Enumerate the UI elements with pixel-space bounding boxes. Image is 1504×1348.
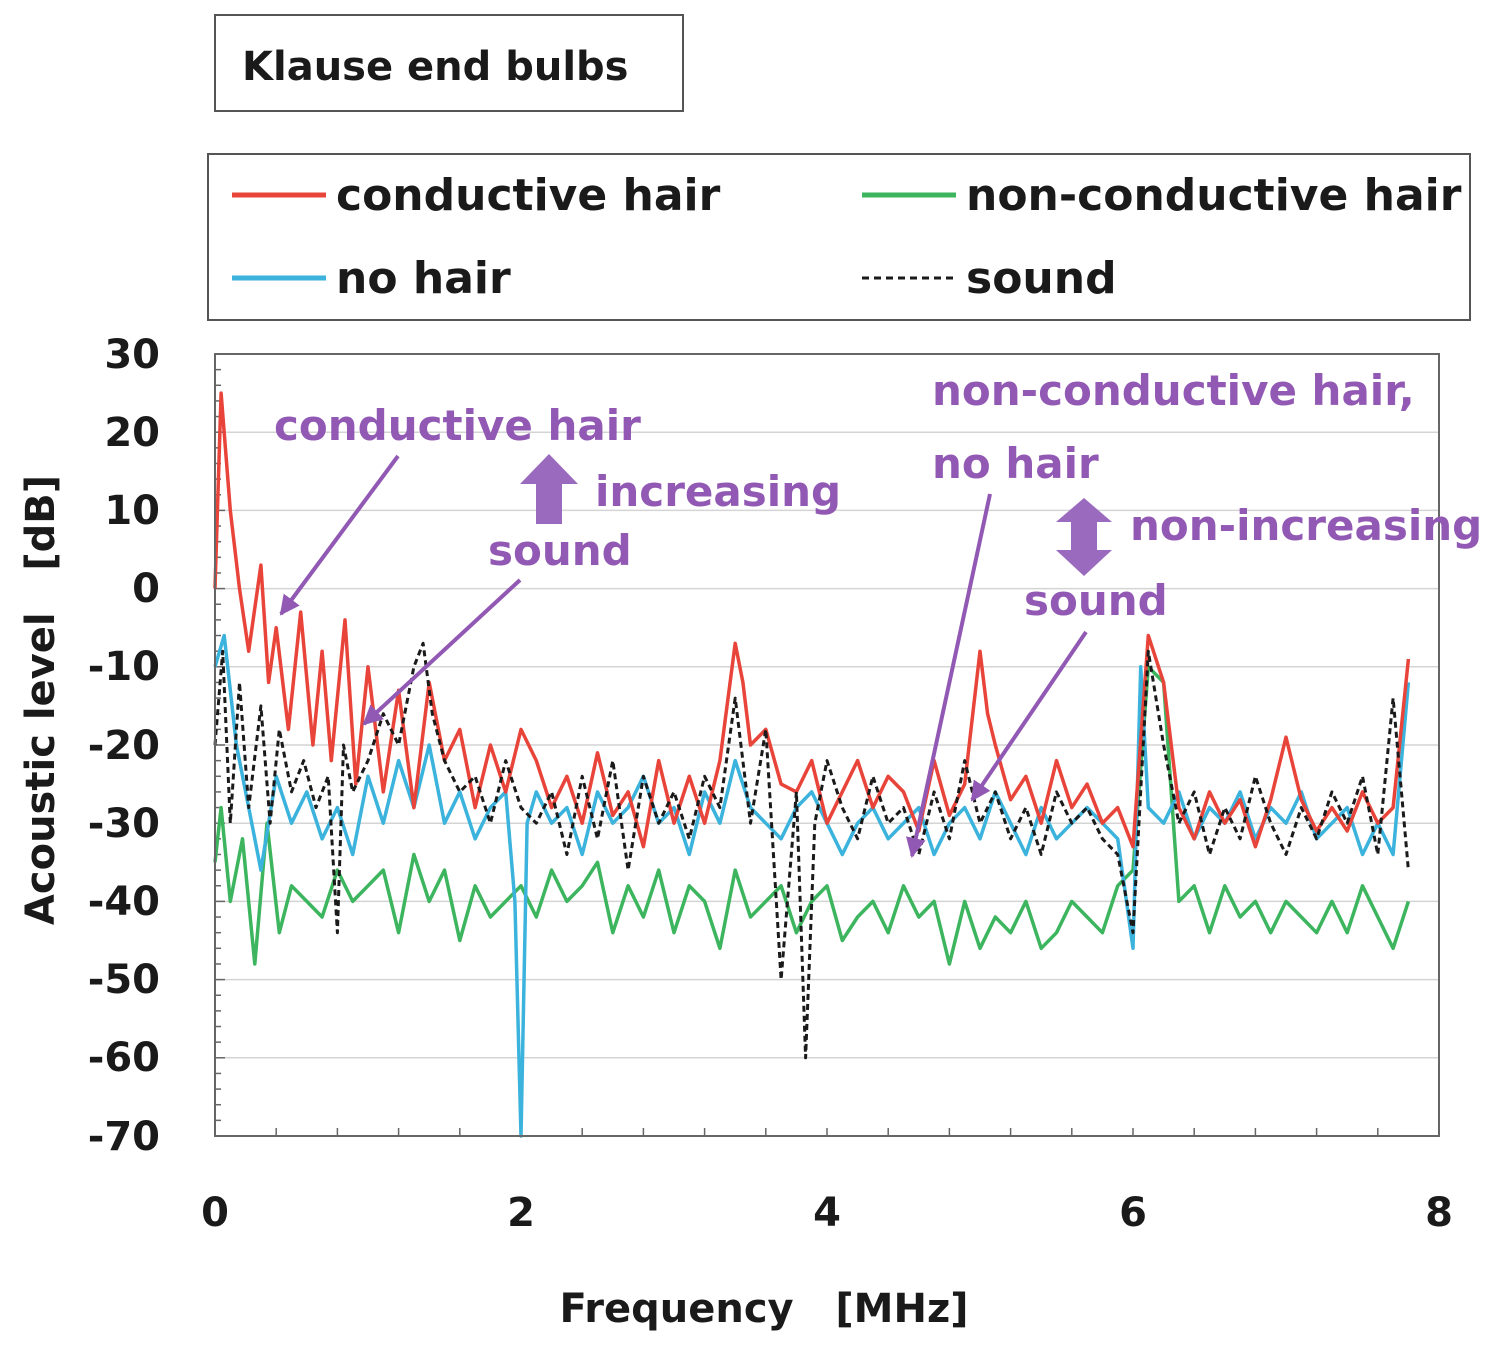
legend-label-conductive-hair: conductive hair: [336, 170, 721, 221]
y-tick-label: -20: [88, 723, 160, 769]
y-tick-label: -70: [88, 1114, 160, 1160]
annotation-non-conductive-hair: non-conductive hair,: [932, 366, 1415, 415]
annotation-sound-right: sound: [1024, 576, 1168, 625]
annotation-increasing: increasing: [595, 467, 841, 516]
y-axis-label: Acoustic level [dB]: [18, 475, 64, 925]
y-tick-label: -40: [88, 879, 160, 925]
series-line-sound: [213, 641, 1410, 1060]
series-layer: [213, 391, 1411, 1138]
annotation-non-increasing: non-increasing: [1130, 501, 1482, 550]
x-tick-label: 8: [1425, 1190, 1453, 1236]
x-tick-label: 4: [813, 1190, 841, 1236]
chart-title: Klause end bulbs: [242, 44, 628, 90]
y-tick-label: 10: [104, 488, 160, 534]
plot-frame: [214, 353, 1440, 1137]
series-line-conductive-hair: [213, 391, 1411, 849]
y-tick-label: -50: [88, 957, 160, 1003]
annotation-up-arrow: [520, 454, 578, 524]
annotation-conductive-hair: conductive hair: [274, 401, 641, 450]
series-line-non-conductive-hair: [213, 665, 1411, 966]
title-box: [214, 14, 684, 112]
annotations: conductive hair increasing sound non-con…: [274, 366, 1482, 858]
annotation-double-arrow: [1056, 498, 1112, 576]
y-tick-label: 30: [104, 332, 160, 378]
y-tick-labels: 30 20 10 0 -10 -20 -30 -40 -50 -60 -70: [88, 332, 160, 1160]
y-tick-label: 0: [132, 566, 160, 612]
y-tick-label: -60: [88, 1035, 160, 1081]
annotation-pointer-conductive-hair: [279, 454, 400, 616]
legend-label-no-hair: no hair: [336, 253, 511, 304]
legend-label-sound: sound: [966, 253, 1117, 304]
legend: conductive hair non-conductive hair no h…: [207, 153, 1471, 321]
annotation-pointer-sound-right: [970, 630, 1088, 802]
x-axis-label: Frequency [MHz]: [559, 1286, 968, 1332]
x-tick-label: 6: [1119, 1190, 1147, 1236]
y-tick-label: -10: [88, 644, 160, 690]
grid: [215, 431, 1439, 1059]
y-tick-label: 20: [104, 410, 160, 456]
legend-label-non-conductive-hair: non-conductive hair: [966, 170, 1462, 221]
annotation-sound-left: sound: [488, 526, 632, 575]
x-tick-label: 0: [201, 1190, 229, 1236]
legend-box: [207, 153, 1471, 321]
annotation-pointer-sound-left: [362, 578, 522, 726]
annotation-pointer-no-hair: [906, 493, 992, 858]
x-tick-label: 2: [507, 1190, 535, 1236]
x-tick-labels: 0 2 4 6 8: [201, 1190, 1453, 1236]
annotation-no-hair: no hair: [932, 439, 1099, 488]
y-tick-label: -30: [88, 801, 160, 847]
